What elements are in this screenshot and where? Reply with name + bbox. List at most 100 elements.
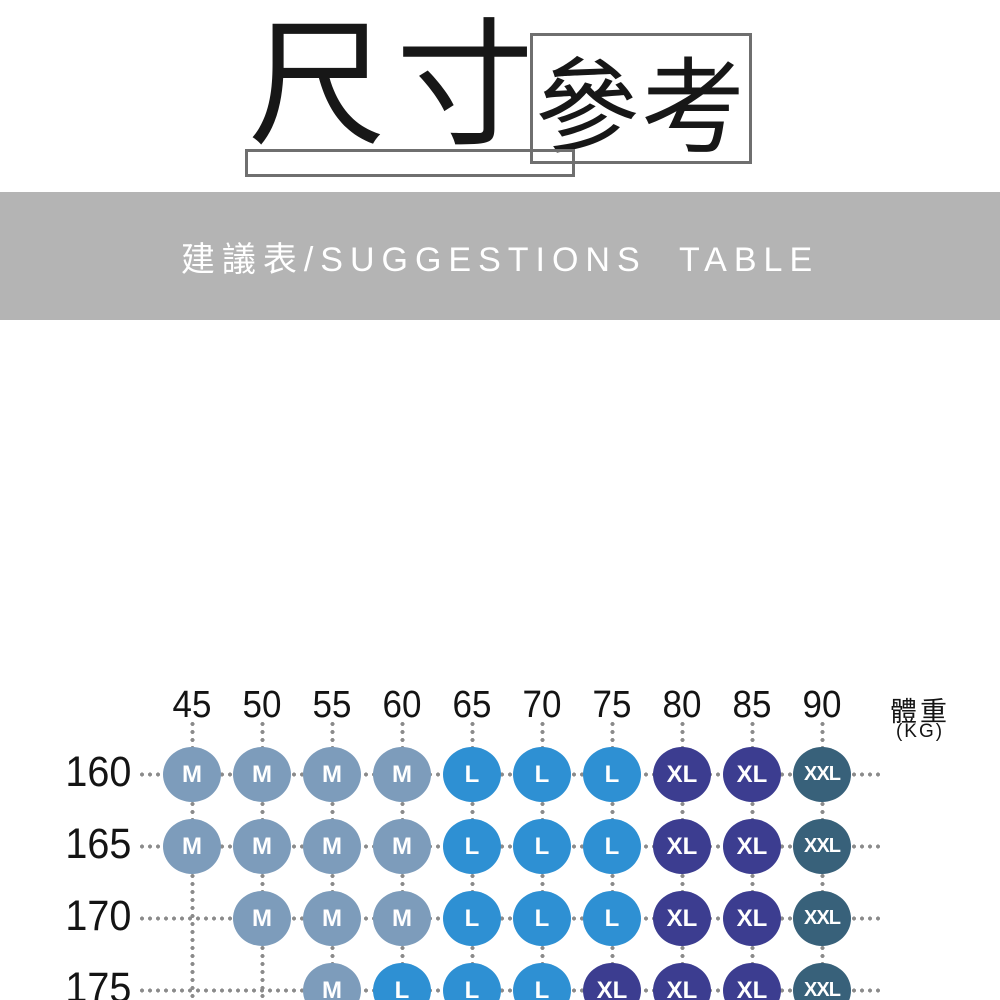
size-cell-label: L	[464, 904, 480, 932]
size-cell-label: XL	[666, 904, 698, 932]
size-cell: M	[373, 891, 431, 946]
weight-tick: 65	[452, 684, 492, 726]
size-cell: M	[303, 963, 361, 1000]
page-title-main: 尺寸	[248, 9, 545, 163]
size-cell: L	[583, 747, 641, 802]
size-cell: XXL	[793, 747, 851, 802]
size-cell: M	[373, 747, 431, 802]
size-cell: L	[443, 747, 501, 802]
size-cell: M	[303, 747, 361, 802]
size-cell-label: XL	[666, 832, 698, 860]
size-cell-label: L	[534, 904, 550, 932]
size-cell-label: XL	[596, 976, 628, 1000]
height-tick: 170	[65, 892, 132, 940]
size-cell-label: XXL	[804, 979, 841, 1000]
height-tick: 160	[65, 748, 132, 796]
size-cell: M	[303, 819, 361, 874]
x-axis-unit: (KG)	[895, 721, 945, 742]
grid-row-line	[138, 844, 880, 849]
size-cell-label: M	[322, 976, 342, 1000]
size-cell-label: M	[182, 832, 202, 860]
weight-tick: 45	[172, 684, 212, 726]
size-cell: XL	[653, 747, 711, 802]
size-cell-label: L	[604, 832, 620, 860]
size-cell-label: L	[464, 976, 480, 1000]
size-cell: M	[303, 891, 361, 946]
size-cell-label: M	[392, 904, 412, 932]
size-cell-label: XL	[666, 976, 698, 1000]
size-cell: L	[513, 891, 571, 946]
size-cell: XL	[723, 963, 781, 1000]
size-cell-label: XL	[666, 760, 698, 788]
weight-tick: 50	[242, 684, 282, 726]
size-cell-label: L	[394, 976, 410, 1000]
weight-tick: 60	[382, 684, 422, 726]
size-cell: XL	[653, 819, 711, 874]
size-cell: XXL	[793, 891, 851, 946]
weight-tick: 55	[312, 684, 352, 726]
suggestions-banner: 建議表/SUGGESTIONS TABLE	[0, 192, 1000, 320]
title-section: 尺寸 參考	[0, 0, 1000, 190]
size-chart: 體重 (KG) 身高 (CM) 455055606570758085901601…	[0, 320, 1000, 1000]
weight-tick: 75	[592, 684, 632, 726]
size-cell-label: L	[534, 832, 550, 860]
size-cell-label: XL	[736, 760, 768, 788]
size-cell: XL	[653, 891, 711, 946]
size-cell: L	[513, 963, 571, 1000]
suggestions-banner-text: 建議表/SUGGESTIONS TABLE	[180, 240, 820, 279]
size-cell: L	[513, 819, 571, 874]
weight-tick: 90	[802, 684, 842, 726]
size-cell: XL	[723, 891, 781, 946]
size-cell-label: XXL	[804, 907, 841, 929]
title-underline-frame	[245, 149, 575, 177]
size-cell: L	[583, 891, 641, 946]
size-cell-label: XXL	[804, 835, 841, 857]
size-cell: M	[233, 747, 291, 802]
size-cell-label: M	[392, 760, 412, 788]
size-cell-label: M	[392, 832, 412, 860]
size-cell-label: M	[252, 760, 272, 788]
size-cell: L	[443, 891, 501, 946]
size-cell: XXL	[793, 963, 851, 1000]
size-cell-label: M	[322, 832, 342, 860]
grid-row-line	[138, 916, 880, 921]
size-cell: M	[233, 819, 291, 874]
size-cell: M	[163, 747, 221, 802]
title-boxed-frame: 參考	[530, 33, 752, 167]
weight-tick: 80	[662, 684, 702, 726]
size-cell-label: L	[464, 832, 480, 860]
grid-row-line	[138, 988, 880, 993]
size-cell: L	[443, 819, 501, 874]
size-cell-label: L	[604, 904, 620, 932]
size-cell: XL	[653, 963, 711, 1000]
size-cell: M	[373, 819, 431, 874]
grid-row-line	[138, 772, 880, 777]
size-cell: L	[443, 963, 501, 1000]
size-cell-label: XL	[736, 976, 768, 1000]
size-cell: M	[163, 819, 221, 874]
size-cell: L	[583, 819, 641, 874]
page-title-boxed: 參考	[534, 51, 747, 167]
size-cell-label: M	[322, 904, 342, 932]
size-cell-label: L	[604, 760, 620, 788]
size-cell-label: M	[322, 760, 342, 788]
size-cell-label: M	[182, 760, 202, 788]
size-cell: XXL	[793, 819, 851, 874]
x-axis-label: 體重	[890, 697, 950, 727]
size-cell-label: M	[252, 832, 272, 860]
weight-tick: 85	[732, 684, 772, 726]
size-cell: XL	[723, 819, 781, 874]
size-cell-label: L	[534, 760, 550, 788]
size-cell: L	[373, 963, 431, 1000]
size-cell: L	[513, 747, 571, 802]
size-cell-label: L	[534, 976, 550, 1000]
size-cell: XL	[723, 747, 781, 802]
size-cell: XL	[583, 963, 641, 1000]
size-cell-label: L	[464, 760, 480, 788]
weight-tick: 70	[522, 684, 562, 726]
size-cell-label: XL	[736, 832, 768, 860]
height-tick: 165	[65, 820, 132, 868]
height-tick: 175	[65, 964, 132, 1000]
size-cell: M	[233, 891, 291, 946]
size-cell-label: XXL	[804, 763, 841, 785]
